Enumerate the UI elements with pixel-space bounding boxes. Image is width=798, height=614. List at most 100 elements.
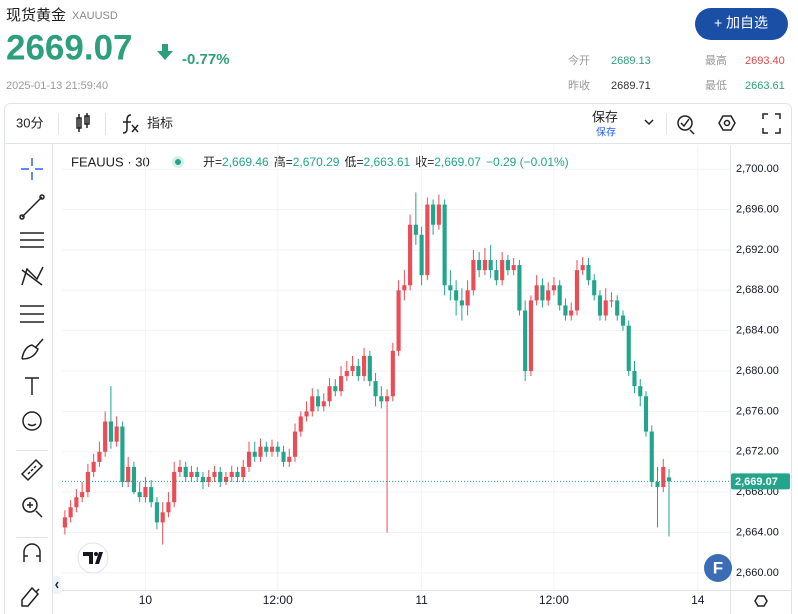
candle-body (298, 416, 303, 432)
candle-body (154, 502, 160, 523)
interval[interactable]: 30分 (16, 115, 43, 130)
candle-body (586, 265, 591, 281)
candle-body (275, 446, 280, 452)
settings-icon[interactable] (718, 115, 736, 131)
stat-value: 2689.71 (611, 80, 651, 92)
candle-body (235, 471, 240, 477)
candle-body (264, 446, 269, 452)
candle-body (500, 260, 505, 281)
datetime: 2025-01-13 21:59:40 (6, 80, 108, 92)
candle-body (471, 260, 476, 291)
candle-body (108, 421, 113, 442)
candle-body (569, 310, 574, 316)
title: 现货黄金 (6, 7, 66, 24)
candle-body (379, 396, 384, 402)
chevron[interactable] (644, 119, 654, 126)
candle-body (597, 295, 603, 316)
candle-body (269, 446, 275, 452)
y-tick-label: 2,672.00 (736, 446, 779, 458)
candle-body (333, 386, 338, 392)
tv-logo-mark (83, 552, 103, 564)
fullscreen-icon[interactable] (762, 113, 781, 134)
candle-body (534, 285, 539, 301)
add-watchlist-button[interactable] (695, 8, 788, 40)
candle-body (241, 466, 246, 477)
candle-body (246, 451, 252, 467)
legend-label: 高= (274, 154, 293, 169)
candle-body (649, 431, 654, 483)
candle-body (546, 290, 551, 301)
save-sub: 保存 (596, 126, 616, 139)
candle-body (91, 461, 96, 472)
candle-body (212, 471, 217, 477)
candle-body (281, 451, 286, 462)
drawing-tools[interactable] (19, 158, 45, 607)
candle-body (396, 290, 401, 351)
add-watchlist-label[interactable]: + 加自选 (714, 15, 768, 31)
legend-value: 2,663.61 (363, 155, 410, 169)
candle-body (85, 471, 90, 493)
candle-body (511, 265, 516, 271)
candle-body (292, 431, 298, 457)
candle-body (356, 365, 361, 377)
candle-body (620, 315, 626, 326)
candle-body (62, 517, 67, 528)
candle-body (252, 451, 257, 457)
candle-body (465, 290, 470, 306)
candle-body (327, 386, 332, 402)
stat-value: 2693.40 (745, 55, 785, 67)
candle-body (523, 310, 528, 372)
badge-letter: F (713, 558, 723, 577)
x-tick-label: 12:00 (539, 593, 569, 607)
candle-body (442, 204, 447, 286)
fx-icon[interactable] (122, 114, 139, 134)
candle-body (563, 305, 568, 316)
stat-label: 今开 (568, 53, 590, 67)
candle-body (402, 285, 407, 291)
ohlc-legend: 开=2,669.46 高=2,670.29 低=2,663.61 收=2,669.07… (203, 154, 569, 169)
candle-body (74, 497, 79, 508)
candle-body (344, 371, 349, 377)
candle-body (172, 471, 177, 503)
candle-body (310, 396, 315, 412)
candle-icon[interactable] (76, 113, 90, 132)
candle-body (655, 482, 660, 488)
candle-body (321, 401, 326, 407)
candle-body (137, 492, 142, 498)
candle-body (385, 396, 390, 402)
candle-body (143, 487, 148, 498)
indicators[interactable]: 指标 (147, 115, 173, 130)
candle-body (103, 421, 108, 452)
candle-body (557, 285, 562, 306)
alert-icon[interactable] (677, 115, 695, 135)
collapse-tab[interactable] (53, 576, 61, 594)
price: 2669.07 (6, 28, 133, 67)
candle-body (477, 260, 482, 271)
candle-body (448, 285, 453, 291)
symbol: XAUUSD (72, 10, 118, 22)
y-tick-label: 2,664.00 (736, 526, 779, 538)
candle-body (166, 502, 171, 513)
price-tag (731, 473, 790, 490)
axis-settings[interactable] (754, 595, 768, 607)
candle-body (149, 487, 154, 503)
candle-body (436, 204, 441, 225)
legend-label: 开= (203, 155, 222, 169)
candle-body (131, 466, 136, 493)
y-tick-label: 2,688.00 (736, 284, 779, 296)
x-tick-label: 12:00 (263, 593, 293, 607)
stat-value: 2689.13 (611, 55, 651, 67)
candle-body (68, 507, 73, 518)
down-arrow (157, 44, 173, 60)
candle-body (494, 270, 499, 281)
candle-body (666, 477, 672, 482)
save[interactable]: 保存 (592, 109, 618, 124)
candle-body (431, 204, 436, 225)
collapse-arrow (55, 581, 59, 589)
candle-body (229, 471, 234, 477)
legend-change: −0.29 (−0.01%) (486, 155, 569, 169)
x-tick-label: 10 (139, 593, 153, 607)
candle-body (408, 224, 413, 286)
candle-body (615, 300, 620, 316)
badge[interactable] (704, 554, 732, 582)
